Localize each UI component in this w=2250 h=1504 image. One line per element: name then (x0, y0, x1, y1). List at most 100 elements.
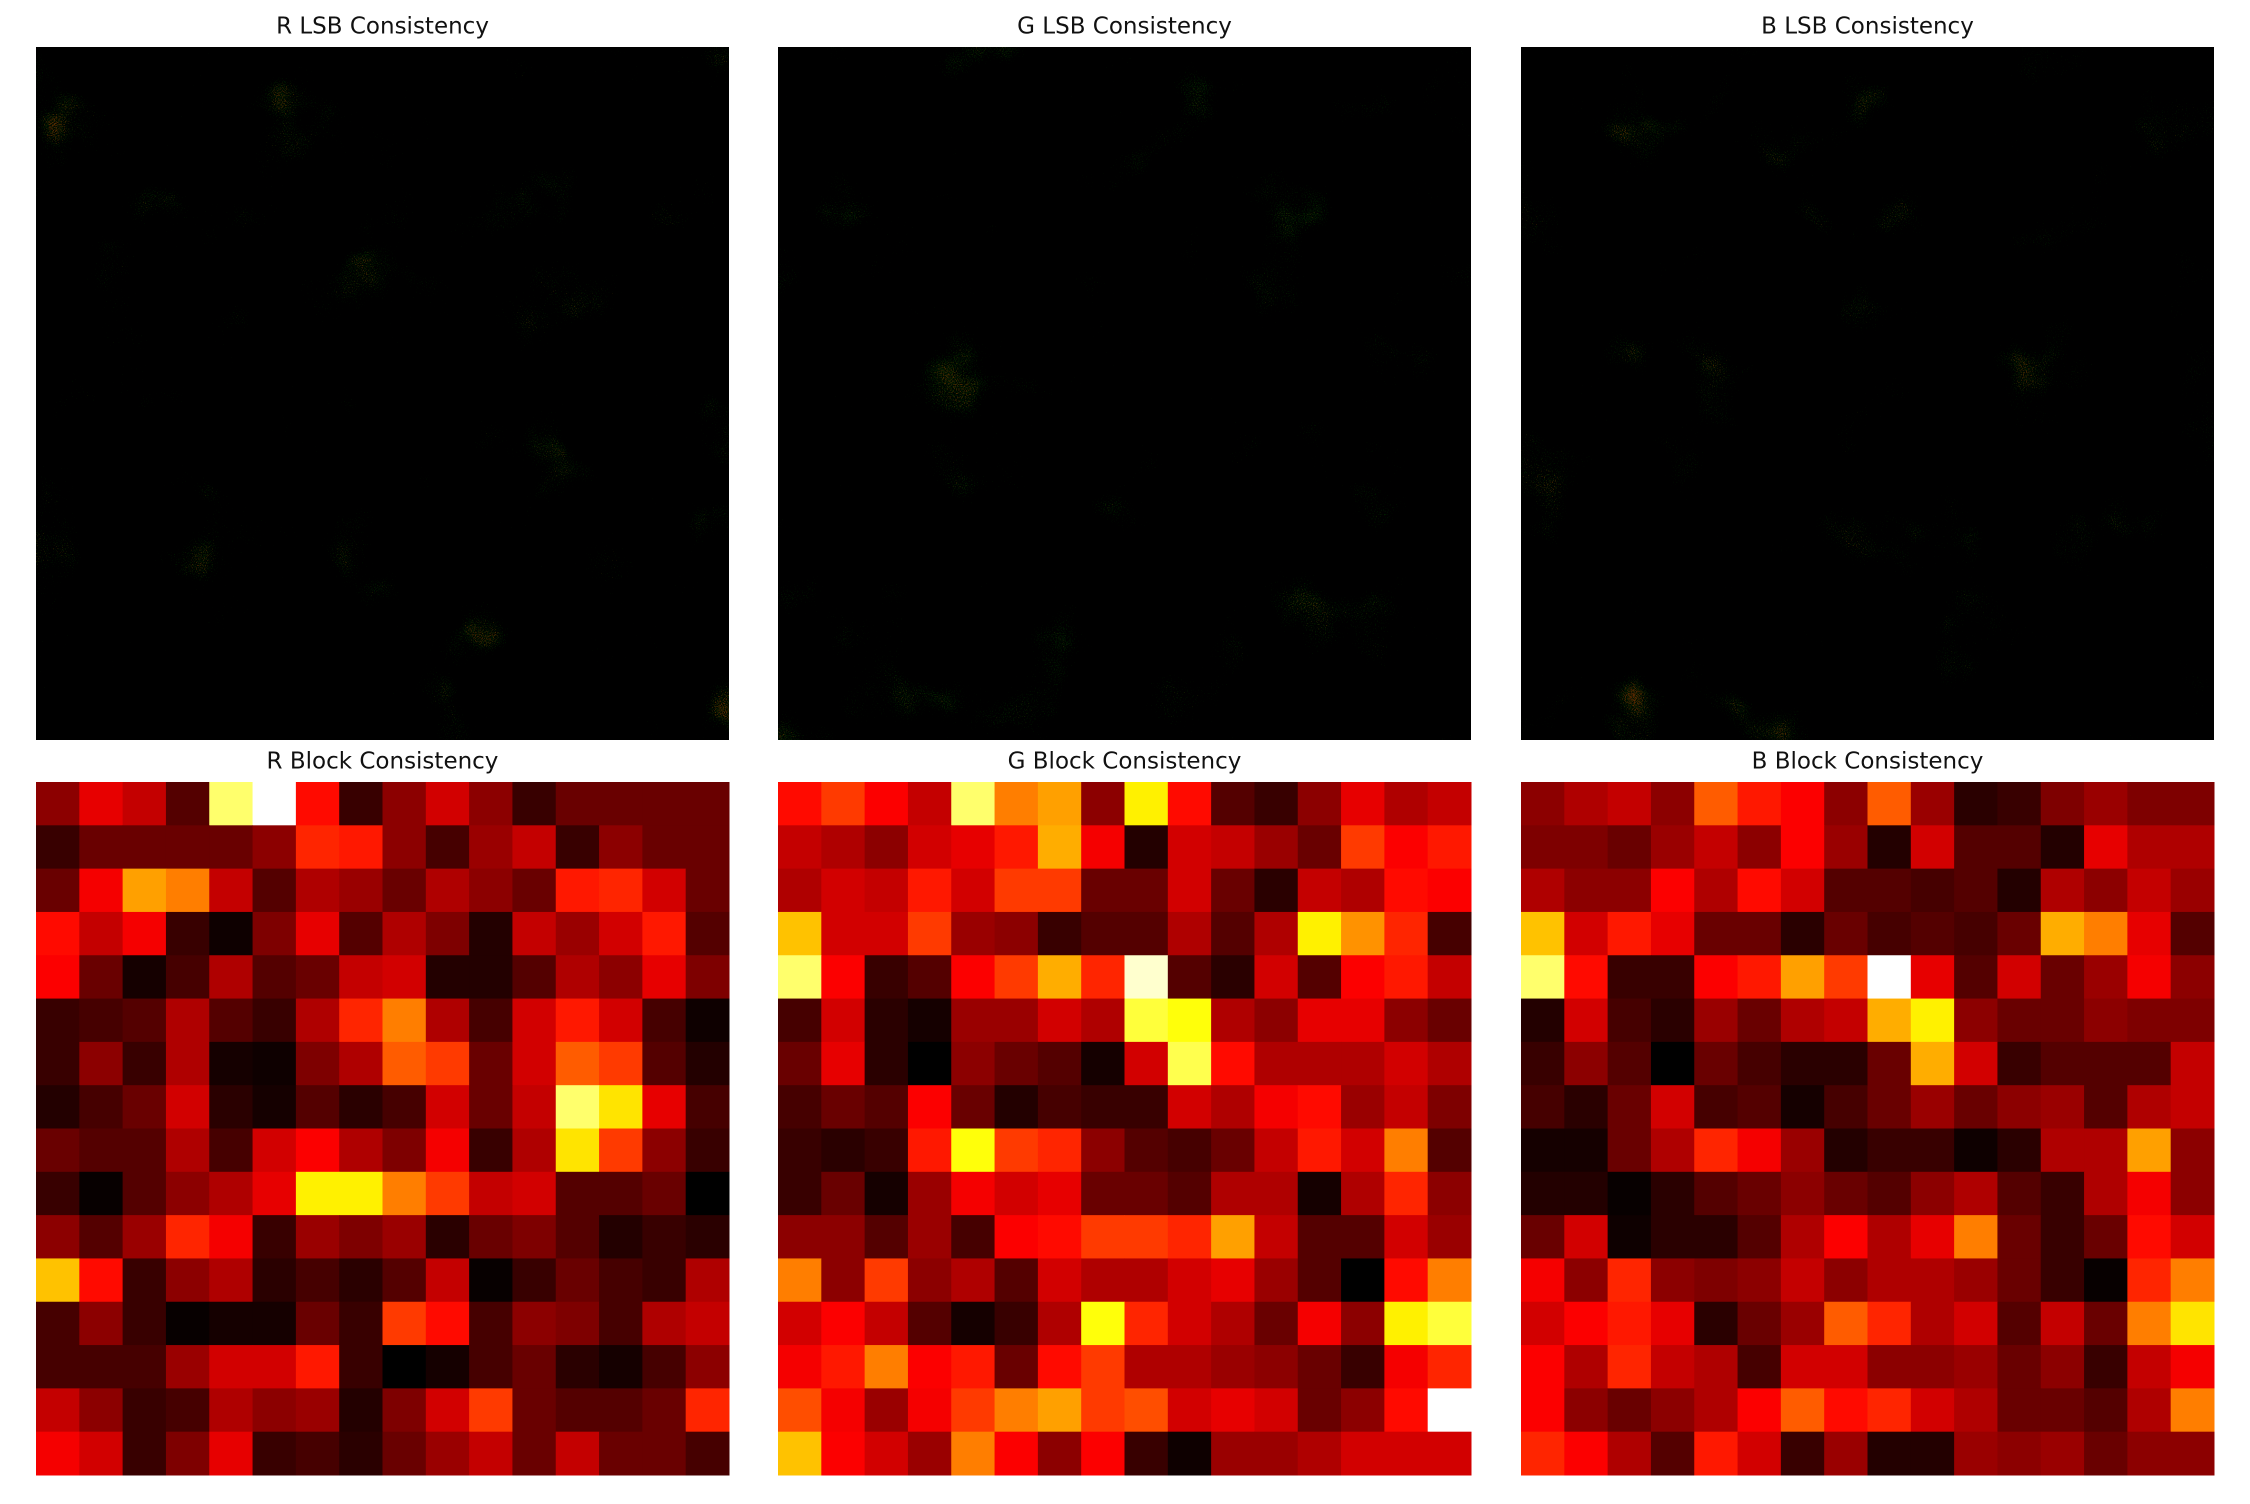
heat-cell (1037, 1128, 1082, 1173)
heat-cell (1564, 1258, 1609, 1303)
heat-cell (778, 1085, 822, 1129)
panel-title: G Block Consistency (1008, 749, 1242, 775)
heat-cell (1211, 1171, 1255, 1216)
heat-cell (994, 782, 1039, 826)
heat-cell (555, 1345, 600, 1389)
heat-cell (864, 1085, 909, 1129)
heat-cell (1341, 1215, 1385, 1259)
heat-cell (685, 911, 730, 956)
heat-cell (1607, 868, 1652, 913)
heat-cell (1954, 868, 1998, 913)
heat-cell (685, 1258, 730, 1303)
heat-cell (1780, 1301, 1825, 1346)
heat-cell (1254, 1171, 1299, 1216)
heat-cell (382, 998, 427, 1043)
heat-cell (1167, 782, 1212, 826)
heat-cell (1037, 825, 1082, 870)
heat-cell (1954, 1128, 1998, 1173)
heat-cell (599, 868, 643, 913)
heat-cell (1521, 1041, 1565, 1086)
heat-cell (1211, 998, 1255, 1043)
heat-cell (1910, 1171, 1955, 1216)
heat-cell (1824, 998, 1868, 1043)
heat-cell (512, 782, 557, 826)
heat-cell (1824, 825, 1868, 870)
heat-cell (165, 955, 210, 1000)
heat-cell (1910, 1128, 1955, 1173)
heat-cell (1694, 1388, 1739, 1433)
heat-cell (1954, 825, 1998, 870)
heat-cell (864, 1388, 909, 1433)
heat-cell (1081, 911, 1125, 956)
heat-cell (1427, 998, 1472, 1043)
heat-cell (685, 1215, 730, 1259)
heat-cell (295, 1085, 340, 1129)
heat-cell (1650, 911, 1695, 956)
heat-cell (252, 1388, 297, 1433)
heat-cell (165, 1258, 210, 1303)
heat-cell (1297, 1215, 1342, 1259)
heat-cell (1521, 1258, 1565, 1303)
heat-cell (165, 1128, 210, 1173)
heat-cell (2170, 955, 2215, 1000)
heat-cell (642, 782, 687, 826)
heat-cell (821, 1085, 866, 1129)
heat-cell (1167, 1301, 1212, 1346)
heat-cell (907, 1085, 952, 1129)
heat-cell (165, 782, 210, 826)
heat-cell (1427, 782, 1472, 826)
heat-cell (1037, 1085, 1082, 1129)
heat-cell (1607, 1085, 1652, 1129)
heat-cell (1341, 1085, 1385, 1129)
heat-cell (1564, 998, 1609, 1043)
heat-cell (1254, 825, 1299, 870)
heat-cell (821, 825, 866, 870)
heat-cell (1124, 1085, 1169, 1129)
panel-title: R LSB Consistency (276, 14, 489, 40)
heat-cell (1824, 1085, 1868, 1129)
heat-cell (1427, 825, 1472, 870)
heat-cell (512, 1388, 557, 1433)
heat-cell (642, 1301, 687, 1346)
heat-cell (642, 1041, 687, 1086)
heat-cell (1910, 1345, 1955, 1389)
heat-cell (1737, 868, 1782, 913)
heat-cell (1867, 998, 1912, 1043)
heat-cell (252, 1215, 297, 1259)
heat-cell (1211, 782, 1255, 826)
heat-cell (36, 1128, 80, 1173)
heat-cell (122, 955, 167, 1000)
heat-cell (122, 1345, 167, 1389)
heat-cell (1650, 868, 1695, 913)
heat-cell (1521, 825, 1565, 870)
heat-cell (555, 1171, 600, 1216)
heat-cell (1341, 868, 1385, 913)
heat-cell (821, 1215, 866, 1259)
heat-cell (1564, 911, 1609, 956)
heat-cell (778, 955, 822, 1000)
heat-cell (1650, 825, 1695, 870)
heat-cell (1737, 1301, 1782, 1346)
heat-cell (2084, 1041, 2128, 1086)
heat-cell (1780, 825, 1825, 870)
heat-cell (122, 1258, 167, 1303)
heat-cell (1780, 1345, 1825, 1389)
heat-cell (425, 1128, 470, 1173)
heat-cell (36, 955, 80, 1000)
heat-cell (1167, 1041, 1212, 1086)
heat-cell (425, 1301, 470, 1346)
heat-cell (1910, 868, 1955, 913)
heat-cell (1211, 911, 1255, 956)
heat-cell (1607, 1041, 1652, 1086)
heat-cell (778, 1301, 822, 1346)
heat-cell (1081, 998, 1125, 1043)
heat-cell (1997, 1128, 2042, 1173)
heat-cell (1167, 1215, 1212, 1259)
heat-cell (2127, 1085, 2172, 1129)
heat-cell (907, 955, 952, 1000)
heat-cell (1427, 1345, 1472, 1389)
heat-cell (1167, 1431, 1212, 1476)
heat-cell (425, 1171, 470, 1216)
lsb-map (1521, 47, 2214, 740)
heat-cell (864, 1128, 909, 1173)
